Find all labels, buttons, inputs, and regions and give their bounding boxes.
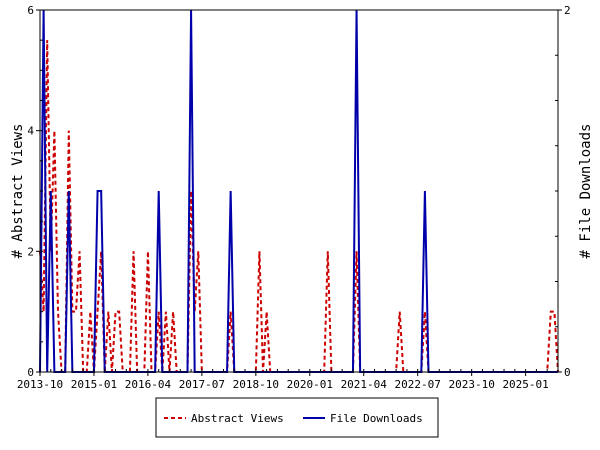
legend-frame — [155, 397, 439, 438]
legend-label-abstract-views: Abstract Views — [191, 412, 284, 425]
y-tick-label-right: 2 — [564, 4, 571, 17]
x-tick-label: 2015-01 — [71, 378, 117, 391]
y-axis-title-left: # Abstract Views — [10, 124, 26, 259]
axes-layer: 0 2 4 6 0 2 2013-10 2015-01 2016-04 2017-07 2018-1… — [17, 4, 571, 391]
y-axis-title-right: # File Downloads — [578, 124, 594, 259]
x-tick-label: 2018-10 — [233, 378, 279, 391]
x-tick-label: 2016-04 — [125, 378, 172, 391]
x-tick-label: 2021-04 — [341, 378, 388, 391]
x-tick-label: 2023-10 — [448, 378, 494, 391]
y-tick-label-right: 0 — [564, 366, 571, 379]
x-tick-label: 2020-01 — [287, 378, 333, 391]
y-tick-label-left: 4 — [27, 125, 34, 138]
y-tick-label-left: 6 — [27, 4, 34, 17]
plot-frame — [39, 9, 559, 373]
plot-layer — [39, 9, 559, 373]
x-tick-label: 2022-07 — [395, 378, 441, 391]
legend: Abstract Views File Downloads — [155, 397, 439, 438]
y-tick-label-left: 2 — [27, 245, 34, 258]
series-line-abstract-views — [39, 40, 559, 373]
legend-label-file-downloads: File Downloads — [330, 412, 423, 425]
x-tick-label: 2025-01 — [502, 378, 548, 391]
x-tick-label: 2017-07 — [179, 378, 225, 391]
y-tick-label-left: 0 — [27, 366, 34, 379]
x-tick-label: 2013-10 — [17, 378, 63, 391]
series-line-file-downloads — [39, 9, 558, 373]
